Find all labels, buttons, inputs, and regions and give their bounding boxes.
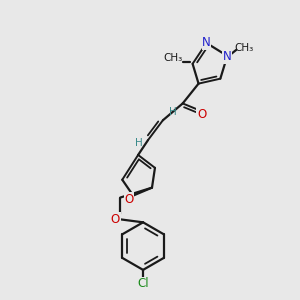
Text: O: O xyxy=(197,108,206,121)
Text: CH₃: CH₃ xyxy=(235,43,254,53)
Text: CH₃: CH₃ xyxy=(163,53,182,63)
Text: N: N xyxy=(223,50,232,63)
Text: O: O xyxy=(111,213,120,226)
Text: H: H xyxy=(169,107,177,117)
Text: H: H xyxy=(135,138,143,148)
Text: Cl: Cl xyxy=(137,277,149,290)
Text: N: N xyxy=(202,37,211,50)
Text: O: O xyxy=(124,193,134,206)
